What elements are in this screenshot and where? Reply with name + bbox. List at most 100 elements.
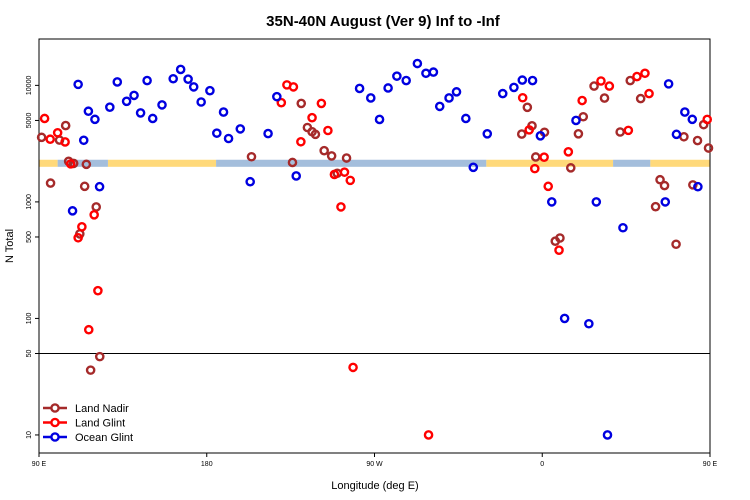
ocean-glint-legend-marker [50,432,60,442]
land-nadir-point [530,152,541,162]
ocean-glint-point [147,113,158,124]
land-nadir-point [36,132,47,143]
land-nadir-point [79,181,90,192]
x-tick-label: 90 E [32,461,47,468]
land-nadir-point [287,157,298,168]
ocean-glint-point [83,106,94,117]
y-tick-label: 5000 [26,113,33,129]
land-nadir-point [615,127,625,137]
land-glint-point [524,125,535,135]
ocean-glint-point [584,318,594,329]
land-glint-legend-label: Land Glint [75,418,125,430]
band-segment [486,159,614,167]
land-glint-point [73,232,83,243]
ocean-glint-point [142,75,152,86]
x-tick-label: 180 [201,461,213,468]
band-segment [39,159,58,167]
ocean-glint-point [535,131,546,141]
land-nadir-point [671,239,681,250]
land-nadir-point [60,120,71,131]
land-glint-point [89,209,99,220]
ocean-glint-point [291,171,302,181]
land-glint-point [52,127,63,138]
ocean-glint-point [188,82,199,92]
land-glint-point [323,125,333,136]
ocean-glint-point [263,128,273,139]
land-glint-point [45,134,55,145]
land-glint-point [39,113,50,124]
x-axis-ticks: 90 E 180 90 W 0 90 E [32,453,718,468]
points-layer [36,58,714,440]
y-tick-label: 50 [26,350,33,358]
land-glint-point [554,245,564,256]
land-nadir-point [45,178,56,188]
land-nadir-point [91,202,102,212]
ocean-glint-point [205,85,215,96]
ocean-glint-point [497,88,508,99]
land-nadir-point [555,233,565,243]
x-axis-label: Longitude (deg E) [331,480,418,492]
y-tick-label: 100 [26,312,33,324]
land-glint-point [563,147,574,157]
land-nadir-point [319,145,329,156]
ocean-glint-point [660,197,671,207]
ocean-glint-point [517,75,528,85]
ocean-glint-point [468,162,479,173]
ocean-glint-point [591,197,602,207]
ocean-glint-legend-label: Ocean Glint [75,432,133,444]
land-glint-point [93,285,103,296]
land-nadir-point [326,151,337,161]
ocean-glint-point [354,83,365,94]
ocean-glint-point [421,68,431,79]
land-nadir-point [573,129,584,139]
band-segment [107,159,217,167]
ocean-glint-point [67,206,78,216]
land-glint-point [316,98,327,109]
land-glint-point [348,362,358,373]
land-glint-point [632,71,642,82]
ocean-glint-point [272,91,282,102]
ocean-glint-point [618,222,628,233]
ocean-glint-point [168,73,178,84]
ocean-glint-point [546,197,557,207]
land-glint-point [539,152,549,162]
land-glint-point [596,76,606,86]
band-layer [39,159,710,167]
y-tick-label: 500 [26,231,33,243]
ocean-glint-point [94,181,105,192]
ocean-glint-point [687,114,698,125]
ocean-glint-point [223,133,234,144]
land-nadir-point [85,365,96,375]
land-nadir-point [679,131,689,142]
ocean-glint-point [663,79,674,89]
x-tick-label: 90 E [703,461,718,468]
ocean-glint-point [527,75,538,86]
ocean-glint-point [175,64,186,75]
land-glint-point [423,430,434,440]
land-nadir-legend-marker [50,403,60,413]
x-tick-label: 0 [540,461,544,468]
ocean-glint-point [129,90,139,101]
land-nadir-point [310,129,321,140]
band-segment [650,159,710,167]
ocean-glint-point [73,79,83,90]
ocean-glint-point [183,74,193,84]
land-nadir-point [688,180,698,190]
y-tick-label: 10000 [26,76,33,96]
ocean-glint-point [90,114,100,125]
ocean-glint-point [374,114,385,125]
land-glint-point [276,97,287,108]
band-segment [216,159,487,167]
ocean-glint-point [196,97,206,107]
land-glint-point [345,175,356,186]
ocean-glint-point [401,75,411,86]
land-glint-point [623,125,634,136]
legend: Land Nadir Land Glint Ocean Glint [43,403,133,444]
land-nadir-point [659,180,670,191]
ocean-glint-point [444,93,454,103]
land-glint-point [83,324,94,335]
land-glint-point [543,181,554,192]
ocean-glint-point [105,102,115,112]
ocean-glint-point [78,135,89,146]
